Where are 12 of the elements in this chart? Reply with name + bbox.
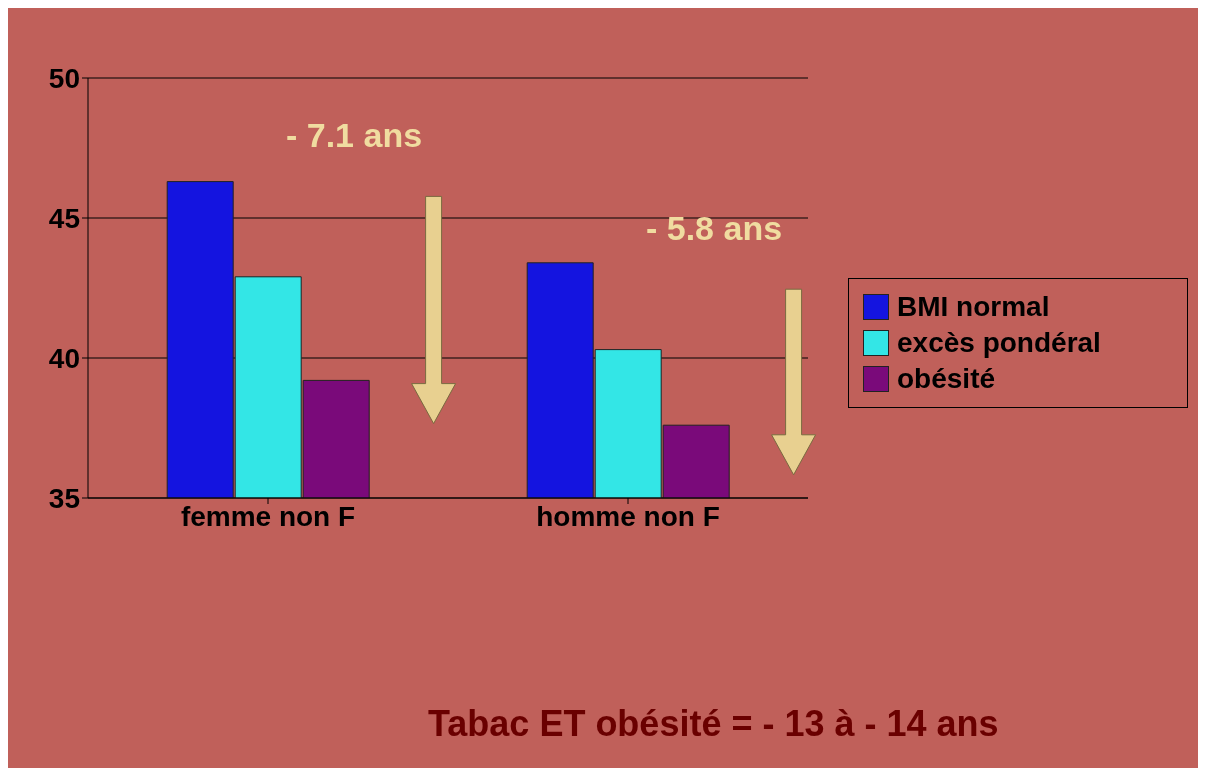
y-tick-label: 40 bbox=[48, 342, 80, 374]
x-tick-label: femme non F bbox=[180, 500, 356, 532]
text: Tabac ET obésité = - 13 à - 14 ans bbox=[428, 703, 999, 745]
y-tick-label: 45 bbox=[48, 202, 80, 234]
legend-label: obésité bbox=[897, 363, 996, 395]
y-tick-label: 50 bbox=[48, 62, 80, 94]
annotation: - 7.1 ans bbox=[286, 116, 423, 156]
x-tick-label: homme non F bbox=[536, 500, 720, 532]
y-tick-label: 35 bbox=[48, 482, 80, 514]
legend-label: BMI normal bbox=[897, 291, 1050, 323]
legend-label: excès pondéral bbox=[897, 327, 1101, 359]
annotation: - 5.8 ans bbox=[646, 209, 783, 249]
